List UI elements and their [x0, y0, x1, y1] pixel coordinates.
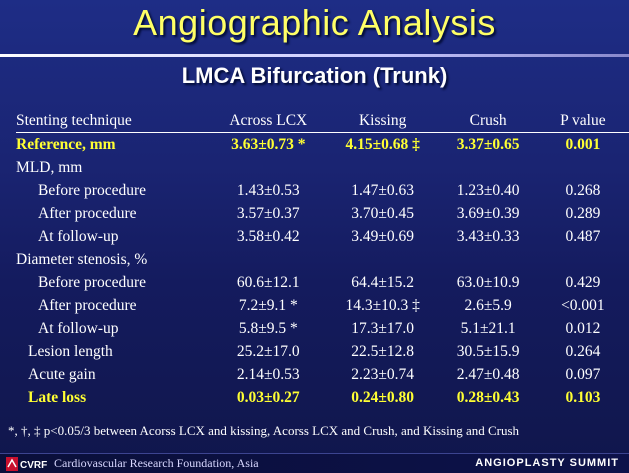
row-label: Late loss: [28, 388, 87, 406]
cell-value: 0.03±0.27: [236, 388, 300, 406]
cell-value: 0.429: [565, 273, 601, 291]
header-kissing: Kissing: [325, 110, 440, 133]
row-label: Lesion length: [28, 342, 113, 360]
footer-bar: [0, 454, 629, 473]
table-row: Reference, mm 3.63±0.73 * 4.15±0.68 ‡ 3.37±…: [16, 133, 629, 157]
cell-value: 0.103: [565, 388, 601, 406]
cell-value: 14.3±10.3 ‡: [345, 296, 420, 314]
cell-value: [537, 156, 629, 179]
cell-value: 4.15±0.68 ‡: [345, 135, 420, 153]
cell-value: 5.1±21.1: [460, 319, 516, 337]
logo-text: CVRF: [20, 460, 47, 471]
slide-title: Angiographic Analysis: [133, 2, 496, 43]
cell-value: [440, 248, 537, 271]
cell-value: 0.28±0.43: [456, 388, 520, 406]
cell-value: 2.23±0.74: [351, 365, 415, 383]
cell-value: 0.268: [565, 181, 601, 199]
cell-value: 3.69±0.39: [456, 204, 520, 222]
cell-value: 0.264: [565, 342, 601, 360]
cell-value: 0.001: [565, 135, 601, 153]
cell-value: 3.49±0.69: [351, 227, 415, 245]
cell-value: 3.37±0.65: [456, 135, 520, 153]
row-label: After procedure: [38, 296, 137, 314]
cell-value: [537, 248, 629, 271]
table-row: Acute gain 2.14±0.53 2.23±0.74 2.47±0.48 0.0…: [16, 363, 629, 386]
cell-value: 0.487: [565, 227, 601, 245]
cell-value: 0.097: [565, 365, 601, 383]
cell-value: [326, 248, 440, 271]
footer-divider: [0, 453, 629, 454]
footnote: *, †, ‡ p<0.05/3 between Acorss LCX and …: [8, 423, 520, 438]
cell-value: 30.5±15.9: [456, 342, 520, 360]
cell-value: 0.24±0.80: [351, 388, 415, 406]
table-header-row: Stenting technique Across LCX Kissing Cr…: [16, 110, 629, 133]
row-label: Acute gain: [28, 365, 96, 383]
table-row: Diameter stenosis, %: [16, 248, 629, 271]
organization-name: Cardiovascular Research Foundation, Asia: [54, 456, 259, 470]
cell-value: 7.2±9.1 *: [238, 296, 298, 314]
cell-value: 3.57±0.37: [236, 204, 300, 222]
cell-value: 60.6±12.1: [236, 273, 300, 291]
cell-value: 0.289: [565, 204, 601, 222]
table-row: At follow-up 5.8±9.5 * 17.3±17.0 5.1±21.1 0.…: [16, 317, 629, 340]
angiographic-table: Stenting technique Across LCX Kissing Cr…: [16, 110, 629, 409]
cell-value: 22.5±12.8: [351, 342, 415, 360]
table-body: Reference, mm 3.63±0.73 * 4.15±0.68 ‡ 3.37±…: [16, 133, 629, 410]
header-p-value: P value: [536, 110, 629, 133]
cell-value: 63.0±10.9: [456, 273, 520, 291]
cell-value: <0.001: [561, 296, 605, 314]
row-label: Before procedure: [38, 273, 147, 291]
row-label: At follow-up: [38, 227, 119, 245]
cell-value: 3.70±0.45: [351, 204, 415, 222]
cell-value: 64.4±15.2: [351, 273, 415, 291]
header-crush: Crush: [439, 110, 537, 133]
cell-value: 2.47±0.48: [456, 365, 520, 383]
cell-value: 1.23±0.40: [456, 181, 520, 199]
cell-value: 25.2±17.0: [236, 342, 300, 360]
cell-value: [211, 156, 326, 179]
header-technique: Stenting technique: [16, 110, 211, 133]
table-row: Before procedure 1.43±0.53 1.47±0.63 1.23±0…: [16, 179, 629, 202]
row-label: After procedure: [38, 204, 137, 222]
title-divider: [0, 54, 629, 57]
row-label: MLD, mm: [16, 158, 83, 176]
cell-value: [211, 248, 326, 271]
table-row: At follow-up 3.58±0.42 3.49±0.69 3.43±0.33 0…: [16, 225, 629, 248]
cell-value: 2.6±5.9: [464, 296, 512, 314]
cell-value: 3.63±0.73 *: [231, 135, 306, 153]
cell-value: 1.43±0.53: [236, 181, 300, 199]
header-across-lcx: Across LCX: [210, 110, 326, 133]
table-row: Lesion length 25.2±17.0 22.5±12.8 30.5±15.9…: [16, 340, 629, 363]
event-name: ANGIOPLASTY SUMMIT: [475, 457, 619, 469]
table-row: After procedure 3.57±0.37 3.70±0.45 3.69±0.…: [16, 202, 629, 225]
table-row: Before procedure 60.6±12.1 64.4±15.2 63.0±1…: [16, 271, 629, 294]
slide-subtitle: LMCA Bifurcation (Trunk): [181, 63, 448, 88]
cell-value: 3.58±0.42: [236, 227, 300, 245]
row-label: Before procedure: [38, 181, 147, 199]
table-row: After procedure 7.2±9.1 * 14.3±10.3 ‡ 2.6±5…: [16, 294, 629, 317]
table-row: Late loss 0.03±0.27 0.24±0.80 0.28±0.43 0.10…: [16, 386, 629, 409]
table-row: MLD, mm: [16, 156, 629, 179]
cvrf-logo: CVRF: [6, 457, 47, 471]
row-label: Diameter stenosis, %: [16, 250, 148, 268]
cell-value: [440, 156, 537, 179]
cell-value: 2.14±0.53: [236, 365, 300, 383]
row-label: Reference, mm: [16, 135, 116, 153]
cell-value: 1.47±0.63: [351, 181, 415, 199]
cell-value: 0.012: [565, 319, 601, 337]
cell-value: [326, 156, 440, 179]
cell-value: 17.3±17.0: [351, 319, 415, 337]
cell-value: 3.43±0.33: [456, 227, 520, 245]
row-label: At follow-up: [38, 319, 119, 337]
cell-value: 5.8±9.5 *: [238, 319, 298, 337]
